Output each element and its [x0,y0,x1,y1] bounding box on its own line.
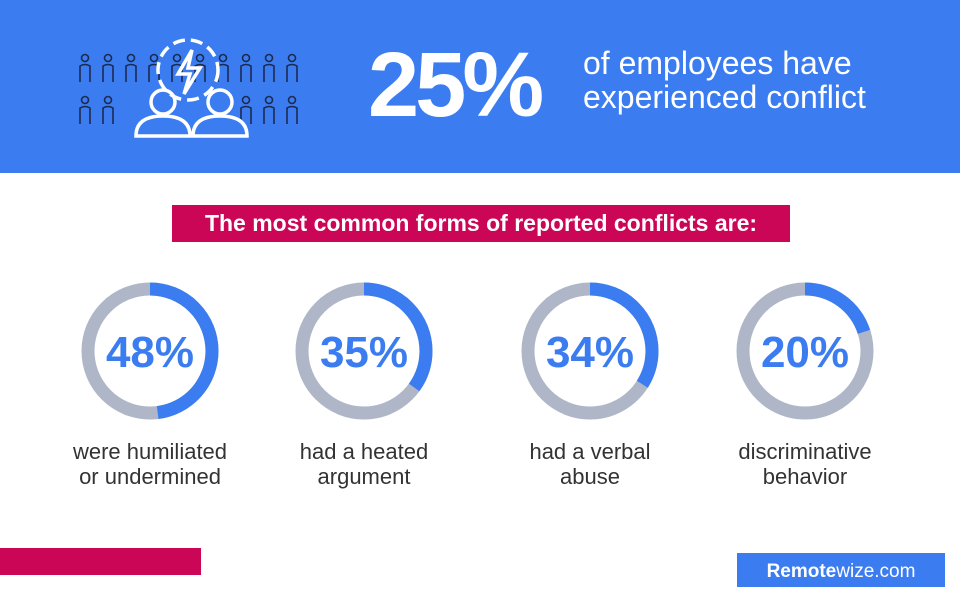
person-head [287,53,297,63]
person-head [241,53,251,63]
person-icon [286,95,298,124]
person-head [287,95,297,105]
brand-bold: Remote [767,561,837,582]
conflict-icon [134,38,249,138]
person-body [286,105,298,124]
donut-value: 20% [761,328,849,377]
person-icon [286,53,298,82]
person-body [79,63,91,82]
person-body [240,63,252,82]
person-icon [102,95,114,124]
accent-bar [0,548,201,575]
person-body [240,105,252,124]
headline-text: experienced conflict [583,79,866,115]
person-head [149,53,159,63]
person-head [80,53,90,63]
crowd-icons [79,53,298,124]
person-icon [240,95,252,124]
person-head [264,95,274,105]
person-body [194,63,206,82]
brand-rest: wize.com [835,561,915,582]
person-head [103,53,113,63]
item-label: were humiliated [72,439,227,464]
person-body [286,63,298,82]
person-icon [79,95,91,124]
item-label: or undermined [79,464,221,489]
person-head [195,53,205,63]
person-head [80,95,90,105]
person-head [126,53,136,63]
person-icon [263,53,275,82]
person-head [241,95,251,105]
donut-value: 48% [106,328,194,377]
person-icon [102,53,114,82]
donut-arc [521,282,659,420]
header-band [0,0,960,173]
subtitle-banner [172,205,790,242]
person-icon [240,53,252,82]
item-label: had a verbal [529,439,650,464]
footer-badge [737,553,945,587]
person-body [263,63,275,82]
person-body [102,105,114,124]
item-label: argument [318,464,411,489]
person-head [103,95,113,105]
person-body [102,63,114,82]
person-icon [125,53,137,82]
person-icon [263,95,275,124]
item-label: abuse [560,464,620,489]
person-body [125,63,137,82]
person-body [263,105,275,124]
donut-arc [736,282,874,420]
headline-text: of employees have [583,45,852,81]
person-icon [194,53,206,82]
item-label: had a heated [300,439,428,464]
person-head [218,53,228,63]
person-head [172,53,182,63]
person-body [79,105,91,124]
person-head [264,53,274,63]
donut-value: 34% [546,328,634,377]
headline-stat: 25% [368,34,542,136]
person-icon [79,53,91,82]
footer-brand: Remotewize.com [767,561,916,582]
subtitle: The most common forms of reported confli… [205,210,757,236]
donut-arc [295,282,433,420]
item-label: behavior [763,464,847,489]
item-label: discriminative [738,439,871,464]
donut-value: 35% [320,328,408,377]
donut-arc [81,282,219,420]
